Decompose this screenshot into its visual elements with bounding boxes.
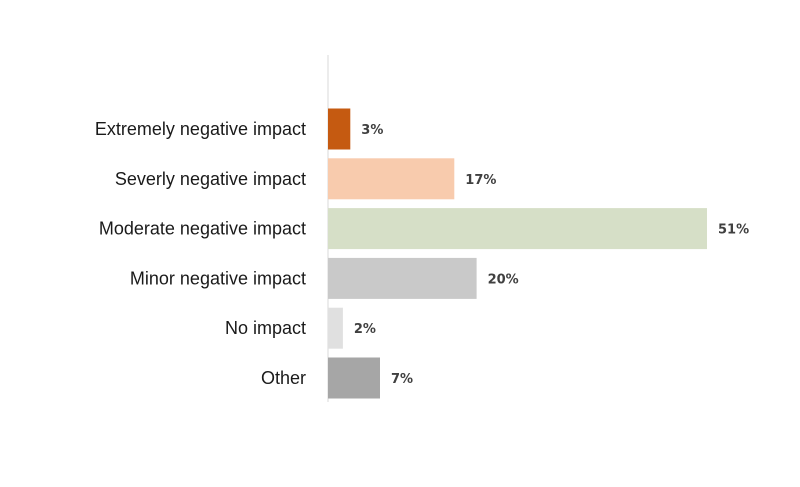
value-label-4: 2%: [354, 322, 376, 337]
bar-4: [328, 307, 343, 349]
category-labels: Extremely negative impact Severly negativ…: [95, 119, 306, 388]
category-label-1: Severly negative impact: [115, 169, 306, 189]
bar-5: [328, 357, 380, 399]
bar-1: [328, 158, 455, 200]
bar-0: [328, 108, 351, 150]
value-label-0: 3%: [361, 123, 383, 138]
category-label-4: No impact: [225, 318, 306, 338]
value-label-5: 7%: [391, 372, 413, 387]
category-label-5: Other: [261, 368, 306, 388]
value-label-1: 17%: [465, 173, 496, 188]
category-label-0: Extremely negative impact: [95, 119, 306, 139]
bars-layer: [328, 108, 707, 399]
bar-2: [328, 208, 707, 250]
category-label-3: Minor negative impact: [130, 268, 306, 288]
value-label-3: 20%: [488, 272, 519, 287]
value-labels: 3% 17% 51% 20% 2% 7%: [354, 123, 749, 387]
bar-3: [328, 257, 477, 299]
value-label-2: 51%: [718, 223, 749, 238]
category-label-2: Moderate negative impact: [99, 219, 306, 239]
